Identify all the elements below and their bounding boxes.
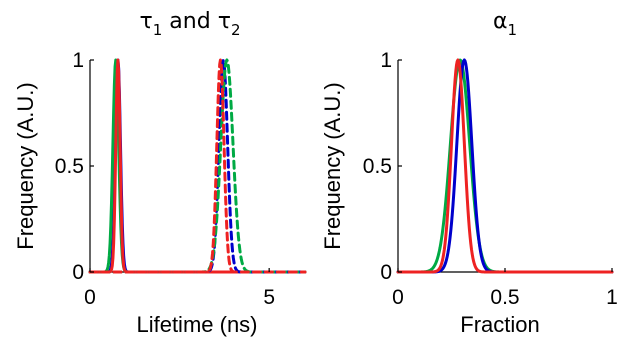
y-tick-label: 0 bbox=[72, 261, 84, 284]
y-tick-label: 1 bbox=[72, 49, 84, 72]
plot-area-lifetime bbox=[88, 58, 307, 274]
x-axis-label: Fraction bbox=[460, 312, 539, 337]
y-axis-label: Frequency (A.U.) bbox=[320, 82, 345, 250]
y-tick-label: 0.5 bbox=[55, 155, 84, 178]
x-tick-label: 0 bbox=[392, 286, 404, 309]
panel-title: τ1 and τ2 bbox=[140, 9, 241, 39]
title-joiner: and bbox=[169, 9, 210, 34]
title-symbol-alpha: α bbox=[493, 9, 508, 34]
title-symbol-tau: τ bbox=[218, 9, 231, 34]
panel-fraction: α1 0 0.5 100.51 Fraction Frequency (A.U.) bbox=[320, 9, 618, 337]
panel-title: α1 bbox=[493, 9, 517, 39]
ticks-fraction: 0 0.5 1 0 0.5 1 bbox=[363, 49, 618, 309]
panel-lifetime: τ1 and τ2 0 500.51 Lifetime (ns) Frequency … bbox=[13, 9, 307, 337]
x-tick-label: 0 bbox=[84, 286, 96, 309]
y-axis-label: Frequency (A.U.) bbox=[13, 82, 38, 250]
series-line-0 bbox=[396, 58, 614, 274]
series-line-2 bbox=[396, 58, 614, 274]
title-subscript-2: 2 bbox=[231, 21, 241, 39]
title-subscript-1: 1 bbox=[153, 21, 163, 39]
y-tick-label: 1 bbox=[380, 49, 392, 72]
y-tick-label: 0 bbox=[380, 261, 392, 284]
x-tick-label: 5 bbox=[263, 286, 275, 309]
title-symbol-tau: τ bbox=[140, 9, 153, 34]
ticks-lifetime: 0 5 0 0.5 1 bbox=[55, 49, 275, 309]
x-tick-label: 0.5 bbox=[490, 286, 519, 309]
plot-area-fraction bbox=[396, 58, 614, 274]
x-axis-label: Lifetime (ns) bbox=[136, 312, 257, 337]
y-tick-label: 0.5 bbox=[363, 155, 392, 178]
x-tick-label: 1 bbox=[606, 286, 618, 309]
title-subscript-1: 1 bbox=[507, 21, 517, 39]
series-line-1 bbox=[396, 58, 614, 274]
